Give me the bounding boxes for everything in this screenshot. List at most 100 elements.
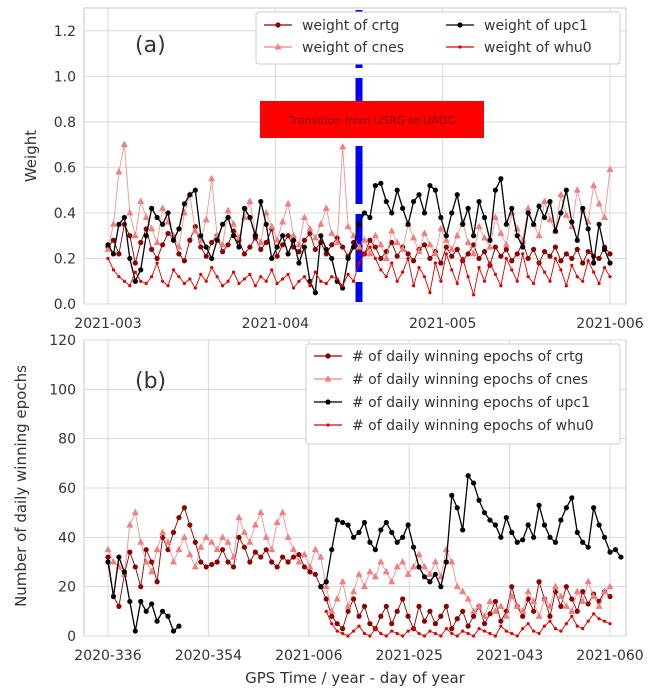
data-point: [438, 260, 443, 265]
x-axis-label: GPS Time / year - day of year: [245, 669, 466, 687]
data-point: [558, 258, 563, 263]
data-point: [542, 249, 547, 254]
data-point: [275, 254, 280, 259]
data-point: [487, 611, 492, 616]
data-point: [276, 282, 279, 285]
data-point: [509, 258, 514, 263]
data-point: [247, 559, 252, 564]
data-point: [220, 547, 225, 552]
data-point: [194, 286, 197, 289]
data-point: [193, 188, 198, 193]
data-point: [428, 629, 431, 632]
data-point: [160, 609, 165, 614]
data-point: [215, 559, 220, 564]
x-tick-label: 2021-006: [576, 316, 643, 332]
data-point: [438, 584, 443, 589]
data-point: [608, 622, 611, 625]
data-point: [248, 273, 251, 276]
data-point: [423, 275, 426, 278]
data-point: [498, 535, 503, 540]
data-point: [521, 627, 524, 630]
data-point: [340, 626, 345, 631]
data-point: [128, 284, 131, 287]
data-point: [330, 275, 333, 278]
legend-item: # of daily winning epochs of crtg: [314, 349, 583, 365]
legend-label: # of daily winning epochs of cnes: [352, 372, 588, 388]
data-point: [160, 222, 165, 227]
data-point: [423, 634, 426, 637]
data-point: [570, 615, 573, 618]
data-point: [483, 629, 486, 632]
data-point: [449, 626, 454, 631]
data-point: [487, 238, 492, 243]
data-point: [205, 280, 208, 283]
legend-label: # of daily winning epochs of upc1: [352, 395, 590, 411]
legend-label: weight of whu0: [484, 40, 592, 56]
data-point: [116, 251, 121, 256]
data-point: [515, 233, 520, 238]
data-point: [166, 284, 169, 287]
legend-label: # of daily winning epochs of whu0: [352, 418, 594, 434]
data-point: [133, 564, 138, 569]
legend-swatch-marker: [457, 22, 462, 27]
data-point: [275, 564, 280, 569]
data-point: [324, 596, 329, 601]
data-point: [373, 547, 378, 552]
data-point: [466, 206, 471, 211]
y-tick-label: 60: [58, 481, 76, 497]
data-point: [477, 266, 480, 269]
data-point: [395, 254, 400, 259]
data-point: [498, 619, 503, 624]
data-point: [548, 280, 551, 283]
panel-a: 0.00.20.40.60.81.01.22021-003 2021-004 202…: [22, 8, 644, 332]
data-point: [341, 284, 344, 287]
data-point: [232, 271, 235, 274]
data-point: [520, 614, 525, 619]
data-point: [225, 559, 230, 564]
data-point: [587, 620, 590, 623]
data-point: [460, 222, 465, 227]
data-point: [116, 222, 121, 227]
data-point: [314, 271, 317, 274]
data-point: [575, 609, 580, 614]
data-point: [427, 609, 432, 614]
data-point: [144, 609, 149, 614]
data-point: [341, 632, 344, 635]
data-point: [127, 550, 132, 555]
data-point: [215, 238, 220, 243]
y-tick-label: 20: [58, 580, 76, 596]
data-point: [586, 545, 591, 550]
data-point: [225, 242, 230, 247]
data-point: [357, 261, 360, 264]
data-point: [160, 242, 165, 247]
data-point: [264, 240, 269, 245]
data-point: [547, 614, 552, 619]
data-point: [406, 222, 411, 227]
data-point: [449, 210, 454, 215]
data-point: [569, 495, 574, 500]
data-point: [112, 268, 115, 271]
data-point: [570, 264, 573, 267]
data-point: [445, 252, 448, 255]
data-point: [439, 280, 442, 283]
data-point: [280, 233, 285, 238]
data-point: [269, 559, 274, 564]
data-point: [117, 275, 120, 278]
data-point: [461, 257, 464, 260]
data-point: [455, 505, 460, 510]
data-point: [325, 610, 328, 613]
data-point: [531, 222, 536, 227]
data-point: [515, 540, 520, 545]
data-point: [575, 238, 580, 243]
data-point: [592, 612, 595, 615]
data-point: [134, 271, 137, 274]
data-point: [329, 242, 334, 247]
legend-label: weight of upc1: [484, 18, 588, 34]
data-point: [165, 231, 170, 236]
data-point: [155, 256, 160, 261]
data-point: [308, 284, 311, 287]
data-point: [509, 206, 514, 211]
data-point: [618, 554, 623, 559]
data-point: [558, 604, 563, 609]
data-point: [291, 554, 296, 559]
